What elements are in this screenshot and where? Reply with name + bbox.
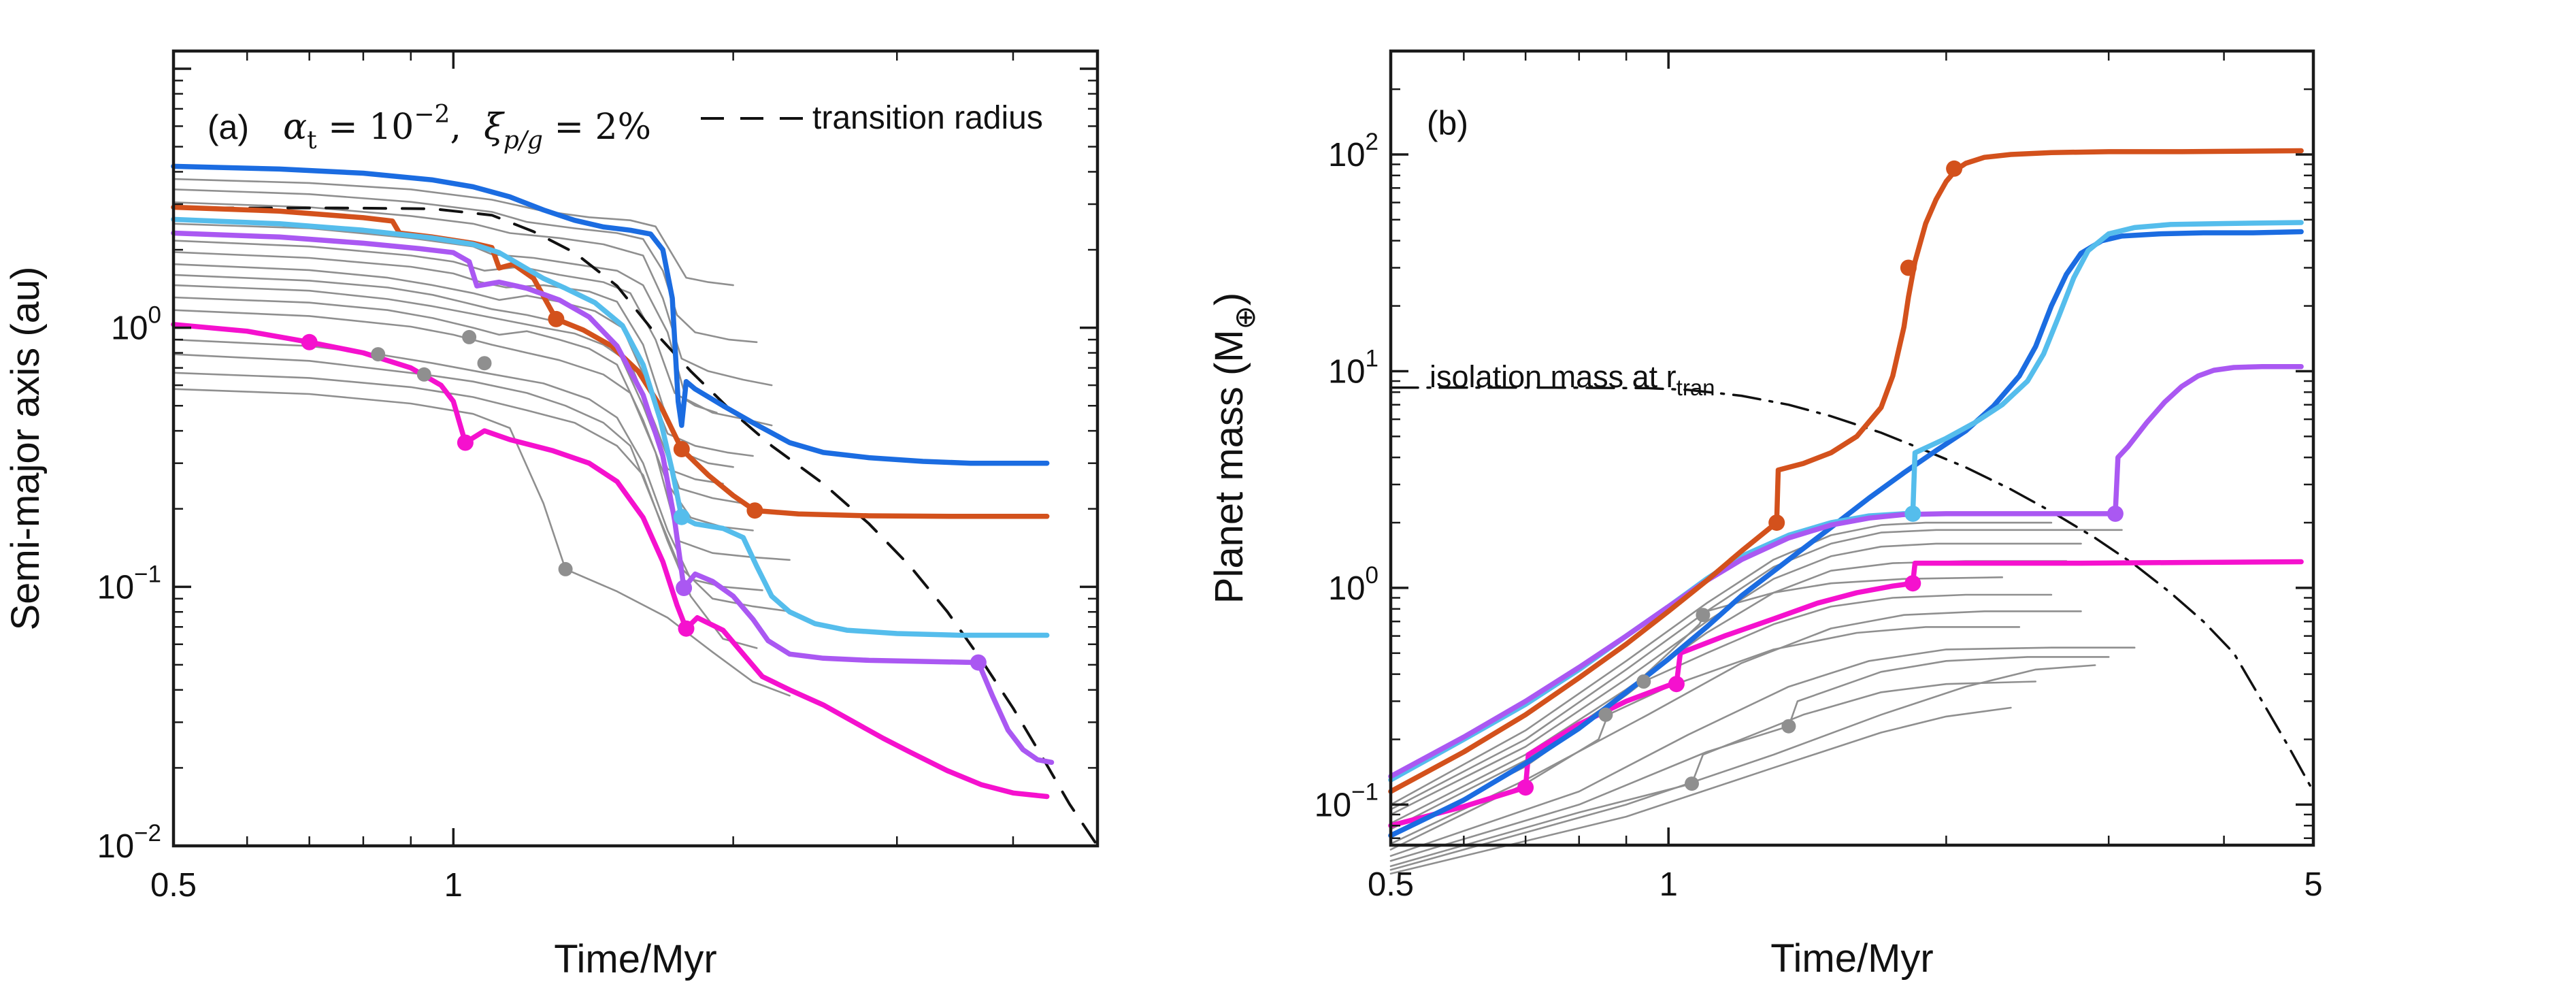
marker-purple-events	[676, 580, 693, 596]
series-gray-mass-13	[1389, 706, 2012, 875]
series-gray-track-4	[172, 223, 773, 427]
marker-gray-events	[1685, 776, 1699, 791]
x-tick-label-b: 1	[1659, 866, 1678, 903]
y-tick-label-b: 101	[1328, 345, 1378, 390]
marker-gray-events	[416, 367, 431, 382]
alpha-subscript: t	[307, 127, 317, 154]
y-tick-label-a: 100	[111, 302, 161, 347]
series-planet-blue	[171, 163, 1050, 466]
isolation-mass-subscript: tran	[1676, 375, 1715, 400]
isolation-mass-text: isolation mass at r	[1430, 359, 1677, 394]
alpha-symbol: α	[283, 107, 308, 148]
x-tick-label-b: 0.5	[1368, 866, 1414, 903]
series-gray-track-5	[172, 240, 718, 414]
series-gray-mass-12	[1389, 664, 2096, 871]
series-gray-track-1	[172, 178, 734, 286]
series-planet-blue	[1388, 229, 2304, 838]
xi-symbol: ξ	[484, 107, 503, 148]
axes-frame-b	[1389, 49, 2315, 847]
series-gray-mass-2	[1389, 529, 2123, 810]
panel-b-annotation: (b)	[1421, 91, 1468, 143]
series-transition-radius	[172, 206, 1099, 847]
series-planet-cyan	[171, 216, 1050, 638]
legend-transition-radius: transition radius	[701, 99, 1043, 137]
series-gray-mass-7	[1389, 610, 2082, 845]
xi-equals: = 2%	[542, 107, 652, 148]
series-planet-cyan	[1388, 220, 2304, 783]
marker-orange-events	[1946, 160, 1963, 177]
marker-purple-events	[970, 654, 987, 671]
marker-gray-events	[477, 356, 492, 371]
series-planet-magenta	[171, 322, 1050, 800]
series-gray-track-2	[172, 188, 758, 344]
marker-orange-events	[548, 310, 565, 327]
marker-orange-events	[1768, 514, 1785, 531]
marker-magenta-events	[678, 620, 695, 637]
marker-orange-events	[673, 441, 690, 457]
x-tick-label-a: 0.5	[150, 867, 197, 904]
y-tick-label-b: 102	[1328, 129, 1378, 174]
x-tick-label-a: 1	[444, 867, 463, 904]
marker-cyan-events	[673, 508, 690, 525]
x-axis-label-a: Time/Myr	[554, 937, 716, 981]
marker-gray-events	[1598, 707, 1613, 722]
marker-magenta-events	[1668, 676, 1685, 693]
marker-cyan-events	[1904, 505, 1921, 522]
series-gray-track-3	[172, 201, 773, 387]
marker-magenta-events	[1904, 575, 1921, 592]
panel-a-annotation: (a) αt = 10−2, ξp/g = 2%	[201, 88, 651, 154]
marker-gray-events	[1781, 719, 1796, 734]
series-isolation-mass-at-rtran	[1389, 386, 2315, 793]
panel-a-tag: (a)	[207, 108, 249, 146]
marker-orange-events	[746, 502, 763, 519]
panel-b-tag: (b)	[1426, 104, 1468, 142]
marker-gray-events	[558, 561, 573, 576]
y-tick-label-a: 10−1	[97, 561, 161, 606]
series-gray-mass-9	[1389, 646, 2136, 857]
series-gray-track-11	[172, 309, 791, 561]
series-gray-track-10	[172, 296, 754, 531]
marker-magenta-events	[1517, 779, 1534, 796]
legend-label: transition radius	[812, 100, 1043, 136]
series-gray-mass-10	[1389, 656, 2110, 862]
marker-gray-events	[1696, 608, 1711, 623]
y-axis-label-a: Semi-major axis (au)	[3, 267, 48, 631]
marker-magenta-events	[301, 333, 318, 350]
series-gray-track-15	[172, 388, 791, 697]
series-gray-mass-11	[1389, 680, 2037, 868]
y-axis-label-b: Planet mass (M⊕)	[1207, 293, 1261, 604]
marker-orange-events	[1900, 259, 1917, 276]
marker-purple-events	[2107, 505, 2124, 522]
series-planet-purple	[171, 230, 1055, 766]
xi-subscript: p/g	[503, 127, 543, 154]
marker-gray-events	[1636, 674, 1651, 689]
series-planet-magenta	[1388, 559, 2304, 829]
marker-gray-events	[462, 329, 477, 344]
isolation-mass-label: isolation mass at rtran	[1413, 324, 1715, 401]
series-gray-track-14	[172, 372, 758, 649]
y-tick-label-b: 100	[1328, 562, 1378, 607]
series-planet-purple	[1388, 363, 2304, 779]
alpha-equals: = 10	[316, 107, 414, 148]
dashed-line-sample-icon	[701, 116, 803, 120]
axes-frame-a	[171, 49, 1100, 848]
y-tick-label-b: 10−1	[1315, 778, 1378, 823]
x-axis-label-b: Time/Myr	[1770, 936, 1933, 981]
y-tick-label-a: 10−2	[97, 820, 161, 865]
x-tick-label-b: 5	[2304, 866, 2322, 903]
series-planet-orange	[1388, 148, 2304, 794]
marker-gray-events	[371, 347, 386, 362]
marker-magenta-events	[457, 434, 474, 451]
series-planet-orange	[171, 204, 1050, 519]
alpha-exponent: −2	[414, 101, 450, 129]
series-gray-mass-3	[1389, 542, 2082, 816]
separator: ,	[450, 107, 484, 148]
